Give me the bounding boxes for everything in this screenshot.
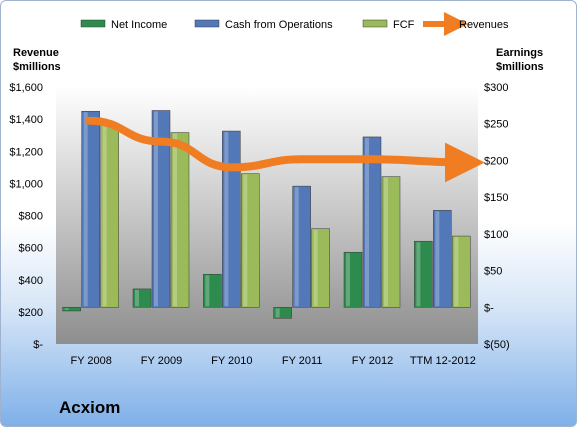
- category-label: FY 2012: [352, 355, 393, 367]
- left-tick-label: $400: [19, 275, 43, 287]
- bar-highlight: [173, 133, 177, 307]
- left-tick-label: $600: [19, 243, 43, 255]
- legend-swatch: [194, 19, 220, 28]
- bar-cash-from-operations: [222, 130, 241, 308]
- legend-swatch: [80, 19, 106, 28]
- legend-item-net-income: Net Income: [80, 19, 167, 31]
- right-tick-label: $300: [484, 82, 508, 94]
- left-tick-label: $800: [19, 211, 43, 223]
- bar-highlight: [294, 187, 299, 307]
- bar-net-income: [132, 288, 152, 308]
- right-tick-label: $200: [484, 155, 508, 167]
- bar-highlight: [224, 132, 229, 307]
- legend-item-revenues: Revenues: [423, 12, 509, 36]
- category-label: FY 2008: [70, 355, 111, 367]
- legend-label: Net Income: [111, 19, 167, 31]
- bar-net-income: [62, 307, 81, 312]
- category-label: TTM 12-2012: [410, 355, 476, 367]
- left-tick-label: $1,000: [9, 178, 43, 190]
- bar-highlight: [135, 289, 139, 307]
- category-label: FY 2009: [141, 355, 182, 367]
- bar-highlight: [435, 211, 440, 307]
- left-tick-label: $1,600: [9, 82, 43, 94]
- bar-highlight: [313, 229, 318, 307]
- bar-highlight: [384, 177, 388, 307]
- bar-highlight: [346, 253, 350, 307]
- left-axis-label-line1: Revenue: [13, 47, 59, 59]
- bar-cash-from-operations: [151, 110, 171, 308]
- bar-net-income: [203, 273, 222, 308]
- bar-fcf: [241, 173, 260, 308]
- right-tick-label: $50: [484, 266, 502, 278]
- left-axis-label-line2: $millions: [13, 61, 61, 73]
- right-tick-label: $(50): [484, 339, 510, 351]
- bar-cash-from-operations: [362, 136, 382, 308]
- category-label: FY 2010: [211, 355, 252, 367]
- bar-highlight: [83, 112, 88, 307]
- bar-highlight: [365, 137, 369, 307]
- category-label: FY 2011: [282, 355, 323, 367]
- bar-highlight: [154, 111, 158, 307]
- legend-swatch: [362, 19, 388, 28]
- company-name: Acxiom: [59, 398, 121, 417]
- bar-fcf: [452, 235, 471, 308]
- bar-highlight: [275, 308, 280, 318]
- legend-item-fcf: FCF: [362, 19, 415, 31]
- right-tick-label: $-: [484, 302, 494, 314]
- right-tick-label: $250: [484, 119, 508, 131]
- bar-highlight: [205, 275, 210, 307]
- right-tick-label: $100: [484, 229, 508, 241]
- bar-highlight: [102, 124, 107, 307]
- legend-item-cash-from-operations: Cash from Operations: [194, 19, 333, 31]
- bar-fcf: [170, 132, 190, 308]
- bar-fcf: [311, 228, 330, 308]
- left-tick-label: $1,400: [9, 114, 43, 126]
- left-tick-label: $1,200: [9, 146, 43, 158]
- bar-highlight: [454, 237, 459, 307]
- bar-net-income: [273, 307, 292, 319]
- bar-cash-from-operations: [433, 210, 452, 308]
- left-tick-label: $-: [33, 339, 43, 351]
- legend-label: Revenues: [459, 19, 509, 31]
- bar-net-income: [414, 240, 433, 308]
- bar-highlight: [64, 308, 69, 310]
- right-axis-label-line1: Earnings: [496, 47, 543, 59]
- revenue-line: [85, 116, 485, 183]
- right-axis-label-line2: $millions: [496, 61, 544, 73]
- right-tick-label: $150: [484, 192, 508, 204]
- left-tick-label: $200: [19, 307, 43, 319]
- bar-highlight: [416, 242, 421, 307]
- bar-highlight: [243, 174, 248, 307]
- bar-fcf: [381, 176, 401, 308]
- legend-label: Cash from Operations: [225, 19, 333, 31]
- bar-cash-from-operations: [292, 185, 311, 308]
- bar-net-income: [343, 251, 363, 308]
- legend-label: FCF: [393, 19, 415, 31]
- bar-cash-from-operations: [81, 110, 100, 308]
